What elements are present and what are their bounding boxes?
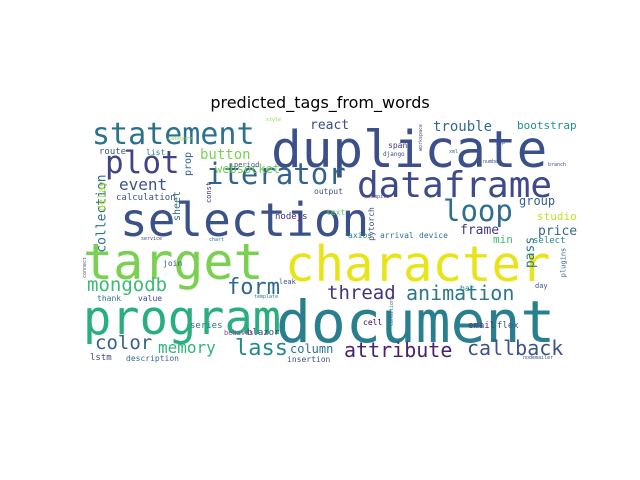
word-plot: plot bbox=[105, 145, 180, 181]
word-frame: frame bbox=[460, 223, 500, 238]
word-loop: loop bbox=[443, 194, 513, 228]
word-nodemailer: nodemailer bbox=[523, 355, 554, 361]
word-leak: leak bbox=[279, 278, 296, 286]
word-selection: selection bbox=[120, 193, 370, 247]
word-flex: flex bbox=[497, 321, 519, 331]
word-prop: prop bbox=[183, 151, 195, 177]
word-dataframe: dataframe bbox=[357, 165, 553, 206]
word-callback: callback bbox=[467, 336, 564, 360]
word-websocket: websocket bbox=[215, 162, 281, 176]
word-chart: chart bbox=[209, 237, 225, 243]
word-select: select bbox=[533, 236, 566, 246]
word-number: number bbox=[483, 159, 502, 165]
word-service: service bbox=[141, 236, 163, 242]
word-template: template bbox=[254, 294, 279, 300]
word-plugins: plugins bbox=[559, 247, 568, 278]
word-lass: lass bbox=[235, 336, 288, 361]
word-studio: studio bbox=[537, 210, 577, 223]
word-form: form bbox=[227, 275, 280, 300]
word-iterator: iterator bbox=[206, 157, 346, 191]
word-character: character bbox=[285, 236, 551, 293]
word-axios: axios bbox=[348, 231, 373, 240]
word-const: const bbox=[205, 181, 214, 204]
word-condition: condition bbox=[389, 298, 396, 327]
word-color: color bbox=[95, 332, 153, 354]
word-pytorch: pytorch bbox=[366, 207, 376, 241]
word-statement: statement bbox=[92, 117, 255, 152]
word-join: join bbox=[163, 259, 183, 268]
word-description: description bbox=[126, 354, 179, 363]
word-animation: animation bbox=[406, 281, 515, 305]
word-series: series bbox=[190, 321, 223, 331]
word-cloud: document selection duplicate character t… bbox=[83, 115, 577, 365]
word-document: document bbox=[276, 288, 556, 356]
word-value: value bbox=[138, 294, 163, 303]
word-style: style bbox=[266, 117, 282, 123]
word-period: period bbox=[234, 161, 260, 169]
word-device: device bbox=[419, 231, 448, 240]
word-program: program bbox=[83, 291, 282, 346]
word-category: category bbox=[168, 136, 193, 142]
word-calculation: calculation bbox=[116, 193, 176, 203]
word-day: day bbox=[535, 282, 548, 290]
word-react: react bbox=[310, 118, 350, 133]
word-workspace: workspace bbox=[418, 123, 425, 152]
word-behaves: behaves bbox=[224, 329, 254, 337]
word-nodejs: nodejs bbox=[275, 212, 308, 222]
word-output: output bbox=[314, 187, 343, 196]
word-group: group bbox=[519, 194, 556, 208]
word-delay: delay bbox=[97, 180, 109, 212]
word-pip: pip bbox=[496, 140, 506, 146]
word-min: min bbox=[493, 233, 513, 246]
word-insertion: insertion bbox=[287, 355, 331, 364]
word-compile: compile bbox=[368, 194, 390, 200]
word-arrival: arrival bbox=[380, 231, 414, 240]
word-thread: thread bbox=[327, 282, 396, 304]
word-blazor: blazor bbox=[247, 328, 280, 338]
word-xml: xml bbox=[449, 149, 459, 155]
word-trouble: trouble bbox=[433, 119, 493, 135]
word-column: column bbox=[290, 342, 334, 356]
word-text: text bbox=[326, 208, 346, 217]
word-route: route bbox=[99, 147, 127, 157]
word-bootstrap: bootstrap bbox=[517, 119, 577, 132]
word-django: django bbox=[383, 151, 405, 158]
chart-title: predicted_tags_from_words bbox=[210, 93, 430, 112]
word-lstm: lstm bbox=[90, 353, 112, 363]
word-mongodb: mongodb bbox=[87, 274, 168, 296]
word-price: price bbox=[538, 224, 577, 239]
word-span: span bbox=[388, 141, 408, 150]
word-bar: bar bbox=[460, 284, 475, 293]
word-email: email bbox=[468, 321, 496, 331]
word-list: list bbox=[146, 148, 166, 157]
word-connect: connect bbox=[83, 256, 89, 279]
word-thank: thank bbox=[97, 294, 122, 303]
word-branch: branch bbox=[548, 162, 567, 168]
word-duplicate: duplicate bbox=[271, 121, 548, 180]
word-event: event bbox=[119, 175, 168, 194]
word-button: button bbox=[200, 147, 251, 163]
word-target: target bbox=[83, 233, 264, 291]
word-cell: cell bbox=[363, 318, 383, 327]
word-memory: memory bbox=[158, 338, 216, 357]
word-attribute: attribute bbox=[344, 338, 453, 362]
